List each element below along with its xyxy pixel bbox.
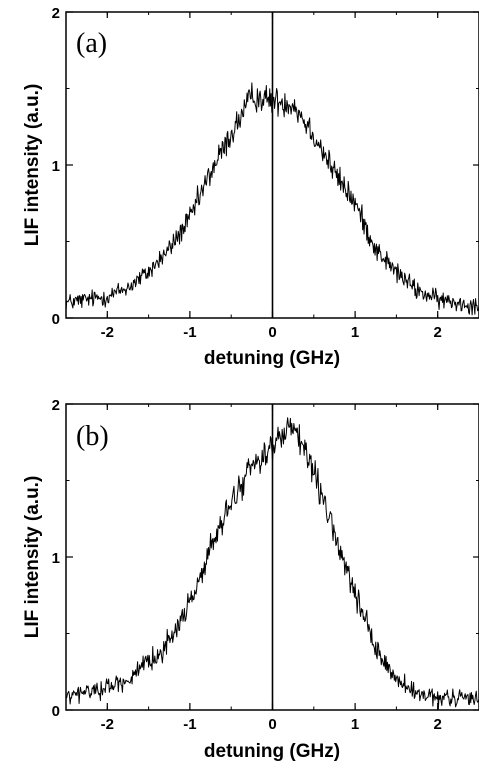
x-tick-label: -1 <box>183 716 196 733</box>
y-tick-label: 0 <box>52 703 60 720</box>
y-tick-label: 1 <box>52 158 60 175</box>
x-tick-label: 1 <box>351 324 359 341</box>
y-tick-label: 2 <box>52 5 60 22</box>
x-tick-label: 0 <box>268 716 276 733</box>
y-tick-label: 1 <box>52 550 60 567</box>
x-tick-label: 2 <box>434 324 442 341</box>
x-tick-label: -2 <box>101 324 114 341</box>
panel-b-marks: -2 -1 0 1 2 0 1 2 <box>52 397 479 733</box>
x-tick-label: 0 <box>268 324 276 341</box>
panel-label: (a) <box>76 28 107 59</box>
panel-a-marks: -2 -1 0 1 2 0 1 2 <box>52 5 479 341</box>
spectrum-trace <box>65 82 479 316</box>
x-axis-label: detuning (GHz) <box>204 741 340 762</box>
panel-label: (b) <box>76 421 109 452</box>
y-tick-label: 2 <box>52 397 60 414</box>
spectrum-trace <box>65 417 479 710</box>
x-tick-label: 2 <box>434 716 442 733</box>
y-tick-label: 0 <box>52 311 60 328</box>
panel-a: -2 -1 0 1 2 0 1 2 (a) detuning (GHz) LIF intens… <box>22 5 479 369</box>
x-axis-label: detuning (GHz) <box>204 348 340 369</box>
x-tick-label: -1 <box>183 324 196 341</box>
y-axis-label: LIF intensity (a.u.) <box>22 84 43 247</box>
y-axis-label: LIF intensity (a.u.) <box>22 476 43 639</box>
panel-b: -2 -1 0 1 2 0 1 2 (b) detuning (GHz) LIF intens… <box>22 397 479 762</box>
x-tick-label: 1 <box>351 716 359 733</box>
x-tick-label: -2 <box>101 716 114 733</box>
